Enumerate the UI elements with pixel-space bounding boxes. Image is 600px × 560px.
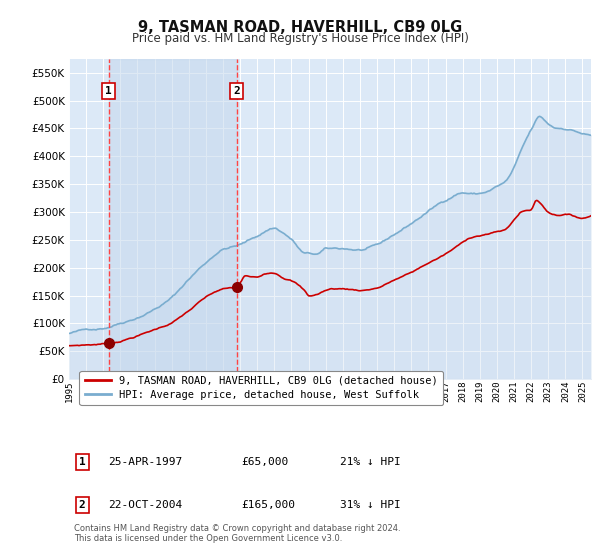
Text: 9, TASMAN ROAD, HAVERHILL, CB9 0LG: 9, TASMAN ROAD, HAVERHILL, CB9 0LG [138,20,462,35]
Legend: 9, TASMAN ROAD, HAVERHILL, CB9 0LG (detached house), HPI: Average price, detache: 9, TASMAN ROAD, HAVERHILL, CB9 0LG (deta… [79,371,443,405]
Text: Contains HM Land Registry data © Crown copyright and database right 2024.
This d: Contains HM Land Registry data © Crown c… [74,524,401,543]
Text: 31% ↓ HPI: 31% ↓ HPI [340,500,401,510]
Text: £65,000: £65,000 [241,457,289,467]
Text: 21% ↓ HPI: 21% ↓ HPI [340,457,401,467]
Bar [109,59,237,379]
Text: £165,000: £165,000 [241,500,295,510]
Text: 2: 2 [79,500,85,510]
Text: Price paid vs. HM Land Registry's House Price Index (HPI): Price paid vs. HM Land Registry's House … [131,32,469,45]
Text: 1: 1 [79,457,85,467]
Text: 25-APR-1997: 25-APR-1997 [108,457,182,467]
Text: 2: 2 [233,86,240,96]
Text: 1: 1 [106,86,112,96]
Text: 22-OCT-2004: 22-OCT-2004 [108,500,182,510]
